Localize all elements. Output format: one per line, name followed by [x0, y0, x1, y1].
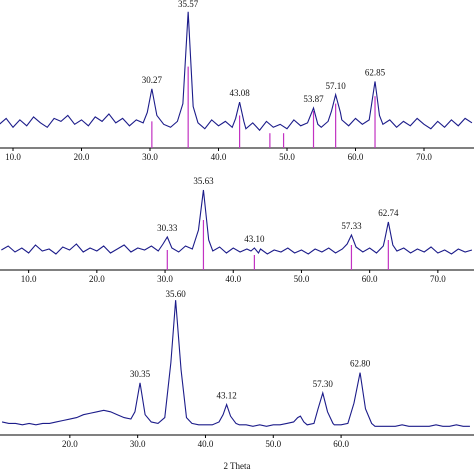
- x-tick-label: 40.0: [211, 152, 227, 162]
- x-tick-label: 40.0: [198, 439, 214, 449]
- peak-label: 53.87: [303, 94, 324, 104]
- x-tick-label: 30.0: [142, 152, 158, 162]
- peak-label: 43.10: [244, 234, 265, 244]
- x-tick-label: 30.0: [130, 439, 146, 449]
- x-tick-label: 20.0: [89, 274, 105, 284]
- peak-label: 30.27: [142, 75, 163, 85]
- peak-label: 35.60: [166, 289, 187, 299]
- pattern-line: [1, 189, 473, 255]
- x-tick-label: 70.0: [416, 152, 432, 162]
- peak-label: 30.35: [130, 369, 151, 379]
- pattern-line: [0, 11, 473, 132]
- x-tick-label: 20.0: [62, 439, 78, 449]
- peak-label: 57.10: [326, 81, 347, 91]
- x-tick-label: 20.0: [74, 152, 90, 162]
- peak-label: 62.85: [365, 67, 386, 77]
- peak-label: 35.57: [178, 0, 199, 9]
- x-tick-label: 50.0: [279, 152, 295, 162]
- peak-label: 57.30: [313, 379, 334, 389]
- peak-label: 62.80: [350, 359, 371, 369]
- peak-label: 57.33: [341, 221, 362, 231]
- x-tick-label: 60.0: [348, 152, 364, 162]
- x-tick-label: 40.0: [225, 274, 241, 284]
- x-tick-label: 70.0: [430, 274, 446, 284]
- peak-label: 30.33: [157, 223, 178, 233]
- x-tick-label: 50.0: [265, 439, 281, 449]
- x-tick-label: 10.0: [21, 274, 37, 284]
- x-tick-label: 60.0: [333, 439, 349, 449]
- x-tick-label: 30.0: [157, 274, 173, 284]
- peak-label: 43.08: [229, 88, 250, 98]
- pattern-line: [1, 300, 470, 427]
- x-tick-label: 60.0: [362, 274, 378, 284]
- x-tick-label: 50.0: [294, 274, 310, 284]
- x-axis-label: 2 Theta: [223, 461, 250, 471]
- x-tick-label: 10.0: [5, 152, 21, 162]
- peak-label: 62.74: [378, 208, 399, 218]
- peak-label: 35.63: [193, 176, 214, 186]
- peak-label: 43.12: [216, 391, 236, 401]
